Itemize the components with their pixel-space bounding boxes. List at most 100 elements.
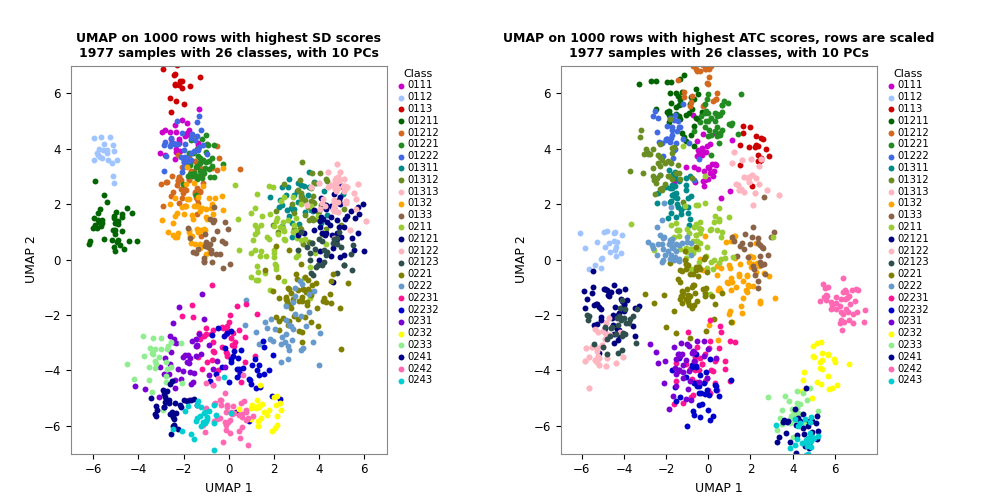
01311 [281, 175, 297, 183]
0231 [181, 359, 198, 367]
02121 [606, 281, 622, 289]
02123 [610, 349, 626, 357]
0243 [190, 414, 206, 422]
01313 [329, 160, 345, 168]
02231 [185, 312, 202, 321]
0133 [763, 233, 779, 241]
01312 [308, 215, 325, 223]
0222 [666, 253, 682, 261]
0211 [710, 225, 726, 233]
0113 [163, 107, 179, 115]
02123 [330, 234, 346, 242]
0132 [721, 261, 737, 269]
0242 [206, 400, 222, 408]
0221 [698, 327, 714, 335]
01312 [645, 172, 661, 180]
0231 [668, 370, 684, 379]
0113 [193, 73, 209, 81]
01222 [663, 134, 679, 142]
02232 [251, 371, 267, 380]
02122 [328, 184, 344, 193]
01313 [602, 331, 618, 339]
01212 [682, 102, 699, 110]
0221 [333, 345, 349, 353]
0222 [654, 258, 670, 266]
0133 [196, 258, 212, 266]
02121 [313, 229, 330, 237]
0112 [596, 228, 612, 236]
Y-axis label: UMAP 2: UMAP 2 [515, 236, 528, 283]
0222 [640, 238, 656, 246]
0112 [95, 146, 111, 154]
0132 [207, 194, 223, 202]
0111 [190, 141, 206, 149]
01212 [701, 80, 717, 88]
0241 [808, 434, 825, 443]
02231 [231, 367, 247, 375]
02232 [229, 372, 245, 381]
02122 [314, 195, 331, 203]
02121 [593, 313, 609, 321]
0211 [252, 252, 268, 260]
02123 [310, 234, 327, 242]
0231 [661, 405, 677, 413]
02123 [326, 235, 342, 243]
0231 [684, 347, 701, 355]
02121 [356, 247, 372, 255]
0112 [105, 172, 121, 180]
0133 [182, 233, 199, 241]
01211 [87, 221, 103, 229]
02123 [334, 243, 350, 251]
0242 [851, 286, 867, 294]
0221 [279, 297, 295, 305]
0221 [637, 290, 653, 298]
01211 [93, 222, 109, 230]
02231 [685, 391, 702, 399]
0132 [718, 237, 734, 245]
01221 [188, 162, 205, 170]
0132 [738, 286, 754, 294]
0222 [678, 238, 695, 246]
0233 [789, 409, 805, 417]
0221 [666, 306, 682, 314]
01221 [708, 117, 724, 125]
0242 [833, 307, 849, 316]
0241 [800, 445, 816, 453]
02231 [702, 337, 718, 345]
0221 [695, 285, 711, 293]
02123 [330, 269, 346, 277]
02123 [609, 314, 625, 323]
0222 [654, 244, 670, 253]
01221 [196, 168, 212, 176]
0222 [649, 223, 665, 231]
0133 [766, 228, 782, 236]
0241 [188, 401, 205, 409]
0243 [800, 439, 816, 448]
01211 [107, 247, 123, 256]
01313 [601, 313, 617, 322]
0111 [689, 146, 706, 154]
0233 [785, 409, 801, 417]
0231 [210, 356, 226, 364]
02121 [619, 296, 635, 304]
0133 [206, 216, 222, 224]
02121 [311, 256, 328, 264]
01211 [109, 238, 125, 246]
01222 [671, 123, 687, 131]
0112 [609, 237, 625, 245]
02122 [751, 162, 767, 170]
02232 [233, 346, 249, 354]
01211 [110, 220, 126, 228]
01211 [107, 219, 123, 227]
0211 [269, 214, 285, 222]
0111 [163, 135, 179, 143]
0211 [317, 228, 333, 236]
02121 [617, 284, 633, 292]
01211 [683, 105, 700, 113]
0133 [187, 249, 204, 257]
0133 [756, 260, 772, 268]
01311 [664, 184, 680, 192]
0111 [168, 146, 184, 154]
02232 [261, 366, 277, 374]
0112 [86, 156, 102, 164]
